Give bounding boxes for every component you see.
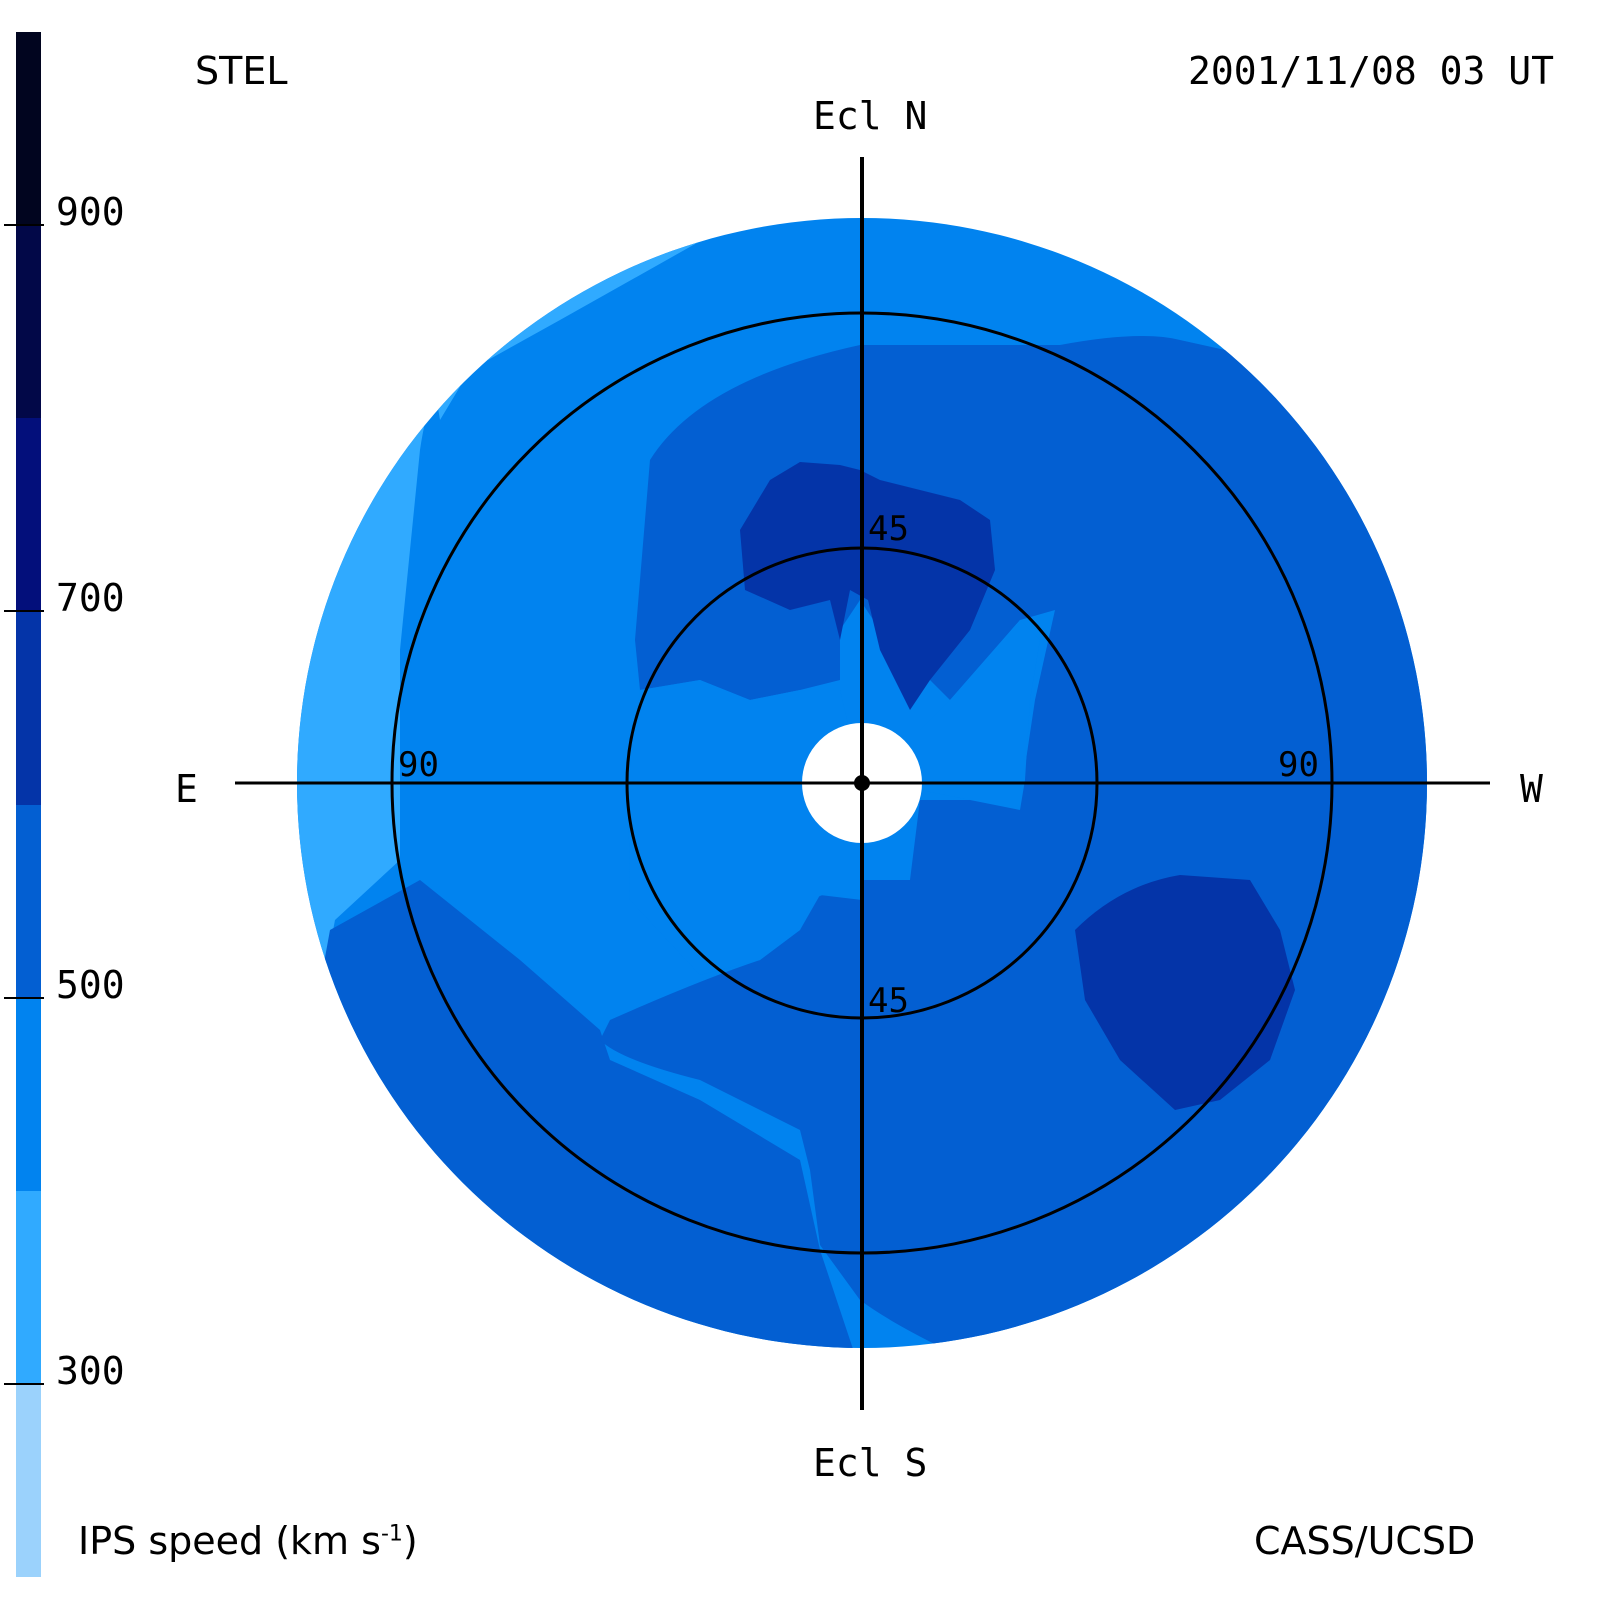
colorbar-tick-label: 900 — [56, 190, 125, 235]
colorbar-label-close: ) — [402, 1519, 418, 1563]
colorbar-segment — [16, 32, 41, 226]
axis-east-label: E — [175, 767, 198, 811]
colorbar-segment — [16, 804, 41, 998]
colorbar-tick-line — [4, 610, 44, 613]
credit-label: CASS/UCSD — [1254, 1519, 1476, 1563]
timestamp-label: 2001/11/08 03 UT — [1188, 49, 1555, 93]
region-inner-east — [628, 680, 862, 975]
region-north-fast — [740, 462, 995, 710]
colorbar-segment — [16, 611, 41, 805]
ring-label-45-north: 45 — [868, 509, 909, 549]
region-inner-west — [920, 620, 1040, 810]
colorbar-label-text: IPS speed (km s — [78, 1519, 381, 1563]
colorbar-segment — [16, 1383, 41, 1577]
axis-west-label: W — [1520, 767, 1543, 811]
colorbar-tick-label: 300 — [56, 1348, 125, 1393]
region-southwest-fast — [1075, 875, 1295, 1110]
colorbar-segment — [16, 418, 41, 612]
colorbar-label: IPS speed (km s-1) — [78, 1522, 418, 1560]
axis-south-label: Ecl S — [813, 1441, 928, 1485]
ring-label-90-west: 90 — [1278, 745, 1319, 785]
observatory-label: STEL — [195, 49, 288, 93]
colorbar-tick-label: 500 — [56, 962, 125, 1007]
ring-label-90-east: 90 — [398, 745, 439, 785]
colorbar-segment — [16, 997, 41, 1191]
ring-label-45-south: 45 — [868, 981, 909, 1021]
colorbar-segment — [16, 1190, 41, 1384]
colorbar-tick-label: 700 — [56, 576, 125, 621]
colorbar-tick-line — [4, 224, 44, 227]
speed-colorbar — [16, 32, 41, 1577]
colorbar-segment — [16, 225, 41, 419]
colorbar-tick-line — [4, 1382, 44, 1385]
colorbar-tick-line — [4, 996, 44, 999]
axis-north-label: Ecl N — [813, 94, 928, 138]
sun-center-dot — [854, 775, 870, 791]
colorbar-label-sup: -1 — [380, 1521, 403, 1547]
